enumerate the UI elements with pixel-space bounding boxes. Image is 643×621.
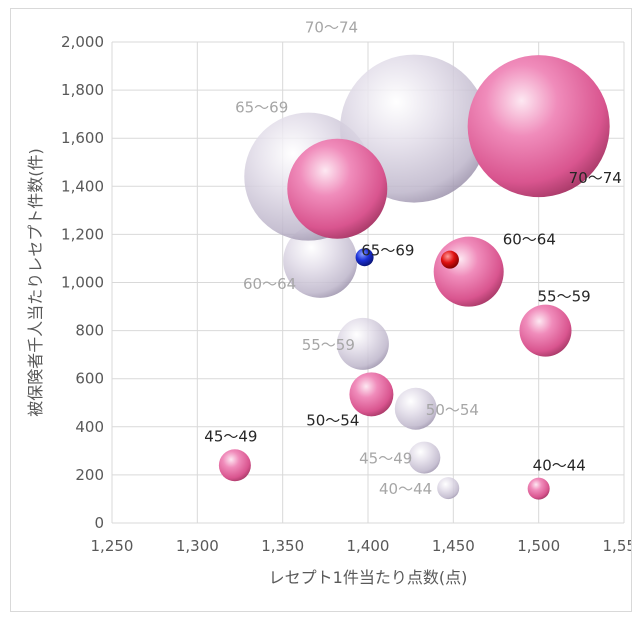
y-tick-label: 1,400 — [61, 177, 104, 195]
x-tick-label: 1,400 — [347, 537, 390, 555]
y-tick-label: 1,600 — [61, 129, 104, 147]
gray-bubble-label: 70〜74 — [305, 19, 358, 37]
pink-bubble-label: 60〜64 — [503, 231, 556, 249]
pink-bubble — [433, 236, 504, 307]
pink-bubble — [287, 138, 388, 239]
y-tick-label: 0 — [94, 514, 104, 532]
gray-bubble-label: 65〜69 — [235, 99, 288, 117]
y-tick-label: 600 — [75, 370, 104, 388]
pink-bubble — [349, 372, 394, 417]
y-tick-label: 1,000 — [61, 274, 104, 292]
pink-bubble — [218, 449, 251, 482]
pink-bubble-label: 70〜74 — [569, 169, 622, 187]
gray-bubble-label: 40〜44 — [379, 480, 432, 498]
x-tick-label: 1,350 — [261, 537, 304, 555]
y-tick-label: 400 — [75, 418, 104, 436]
blue-bubble — [355, 248, 374, 267]
pink-bubble-label: 45〜49 — [204, 427, 257, 445]
pink-bubble-label: 55〜59 — [537, 288, 590, 306]
gray-bubble-label: 45〜49 — [359, 450, 412, 468]
gray-bubble-label: 50〜54 — [426, 401, 479, 419]
pink-bubble — [527, 477, 550, 500]
y-tick-label: 2,000 — [61, 33, 104, 51]
gray-bubble-label: 60〜64 — [243, 275, 296, 293]
y-tick-label: 1,800 — [61, 81, 104, 99]
x-axis-title: レセプト1件当たり点数(点) — [269, 568, 468, 587]
gray-bubble — [408, 441, 441, 474]
x-tick-label: 1,250 — [91, 537, 134, 555]
gray-bubble — [336, 317, 389, 370]
pink-bubble-label: 50〜54 — [306, 411, 359, 429]
x-tick-label: 1,550 — [603, 537, 631, 555]
x-tick-label: 1,450 — [432, 537, 475, 555]
chart-frame: 0 200 400 600 800 1,000 1,200 1,400 1,600 1,800 2,… — [10, 8, 643, 612]
pink-bubble — [519, 304, 572, 357]
x-tick-label: 1,500 — [517, 537, 560, 555]
y-tick-label: 800 — [75, 322, 104, 340]
y-tick-label: 200 — [75, 466, 104, 484]
gray-bubble — [283, 223, 358, 298]
gray-bubble-label: 55〜59 — [302, 336, 355, 354]
pink-bubble — [467, 55, 610, 198]
gray-bubble — [394, 387, 437, 430]
y-tick-label: 1,200 — [61, 225, 104, 243]
red-bubble — [440, 250, 459, 269]
x-tick-label: 1,300 — [176, 537, 219, 555]
y-axis-title: 被保険者千人当たりレセプト件数(件) — [26, 148, 45, 417]
pink-bubble-label: 40〜44 — [533, 457, 586, 475]
gray-bubble — [437, 477, 460, 500]
pink-bubble-label: 65〜69 — [361, 242, 414, 260]
bubble-chart: 0 200 400 600 800 1,000 1,200 1,400 1,600 1,800 2,… — [26, 19, 643, 587]
